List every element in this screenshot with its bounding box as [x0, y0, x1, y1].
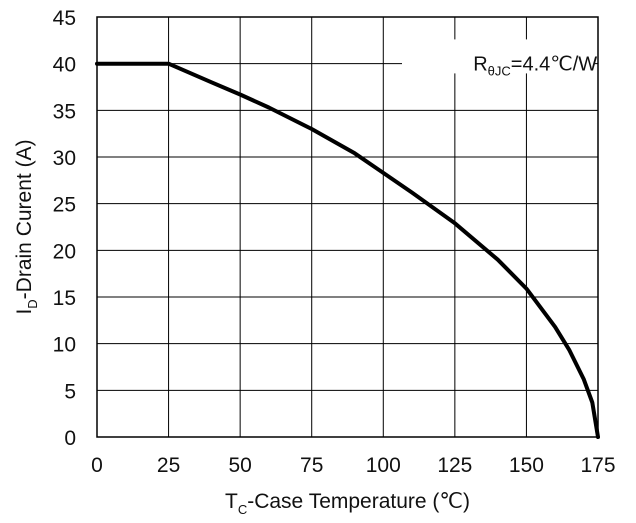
annotation-background — [402, 39, 594, 74]
y-tick-label: 5 — [64, 380, 76, 403]
y-tick-labels: 0 5 10 15 20 25 30 35 40 45 — [53, 7, 76, 450]
y-tick-label: 45 — [53, 7, 76, 30]
series-line — [95, 61, 600, 439]
y-tick-label: 25 — [53, 194, 76, 217]
y-axis-title: ID-Drain Curent (A) — [13, 139, 40, 314]
thermal-resistance-annotation: RθJC=4.4℃/W — [473, 54, 597, 79]
y-tick-label: 20 — [53, 240, 76, 263]
x-tick-labels: 0 25 50 75 100 125 150 175 — [91, 454, 615, 477]
y-tick-label: 15 — [53, 287, 76, 310]
grid-lines — [96, 16, 599, 438]
x-tick-label: 0 — [91, 454, 103, 477]
y-tick-label: 35 — [53, 100, 76, 123]
x-axis-title: TC-Case Temperature (℃) — [225, 490, 470, 517]
x-tick-label: 25 — [157, 454, 180, 477]
x-tick-label: 150 — [509, 454, 544, 477]
x-tick-label: 175 — [580, 454, 615, 477]
y-tick-label: 0 — [64, 427, 76, 450]
x-tick-label: 100 — [366, 454, 401, 477]
y-tick-label: 40 — [53, 54, 76, 77]
y-tick-label: 10 — [53, 334, 76, 357]
y-tick-label: 30 — [53, 147, 76, 170]
x-tick-label: 50 — [228, 454, 251, 477]
x-tick-label: 75 — [300, 454, 323, 477]
plot-frame — [96, 16, 599, 438]
x-tick-label: 125 — [437, 454, 472, 477]
